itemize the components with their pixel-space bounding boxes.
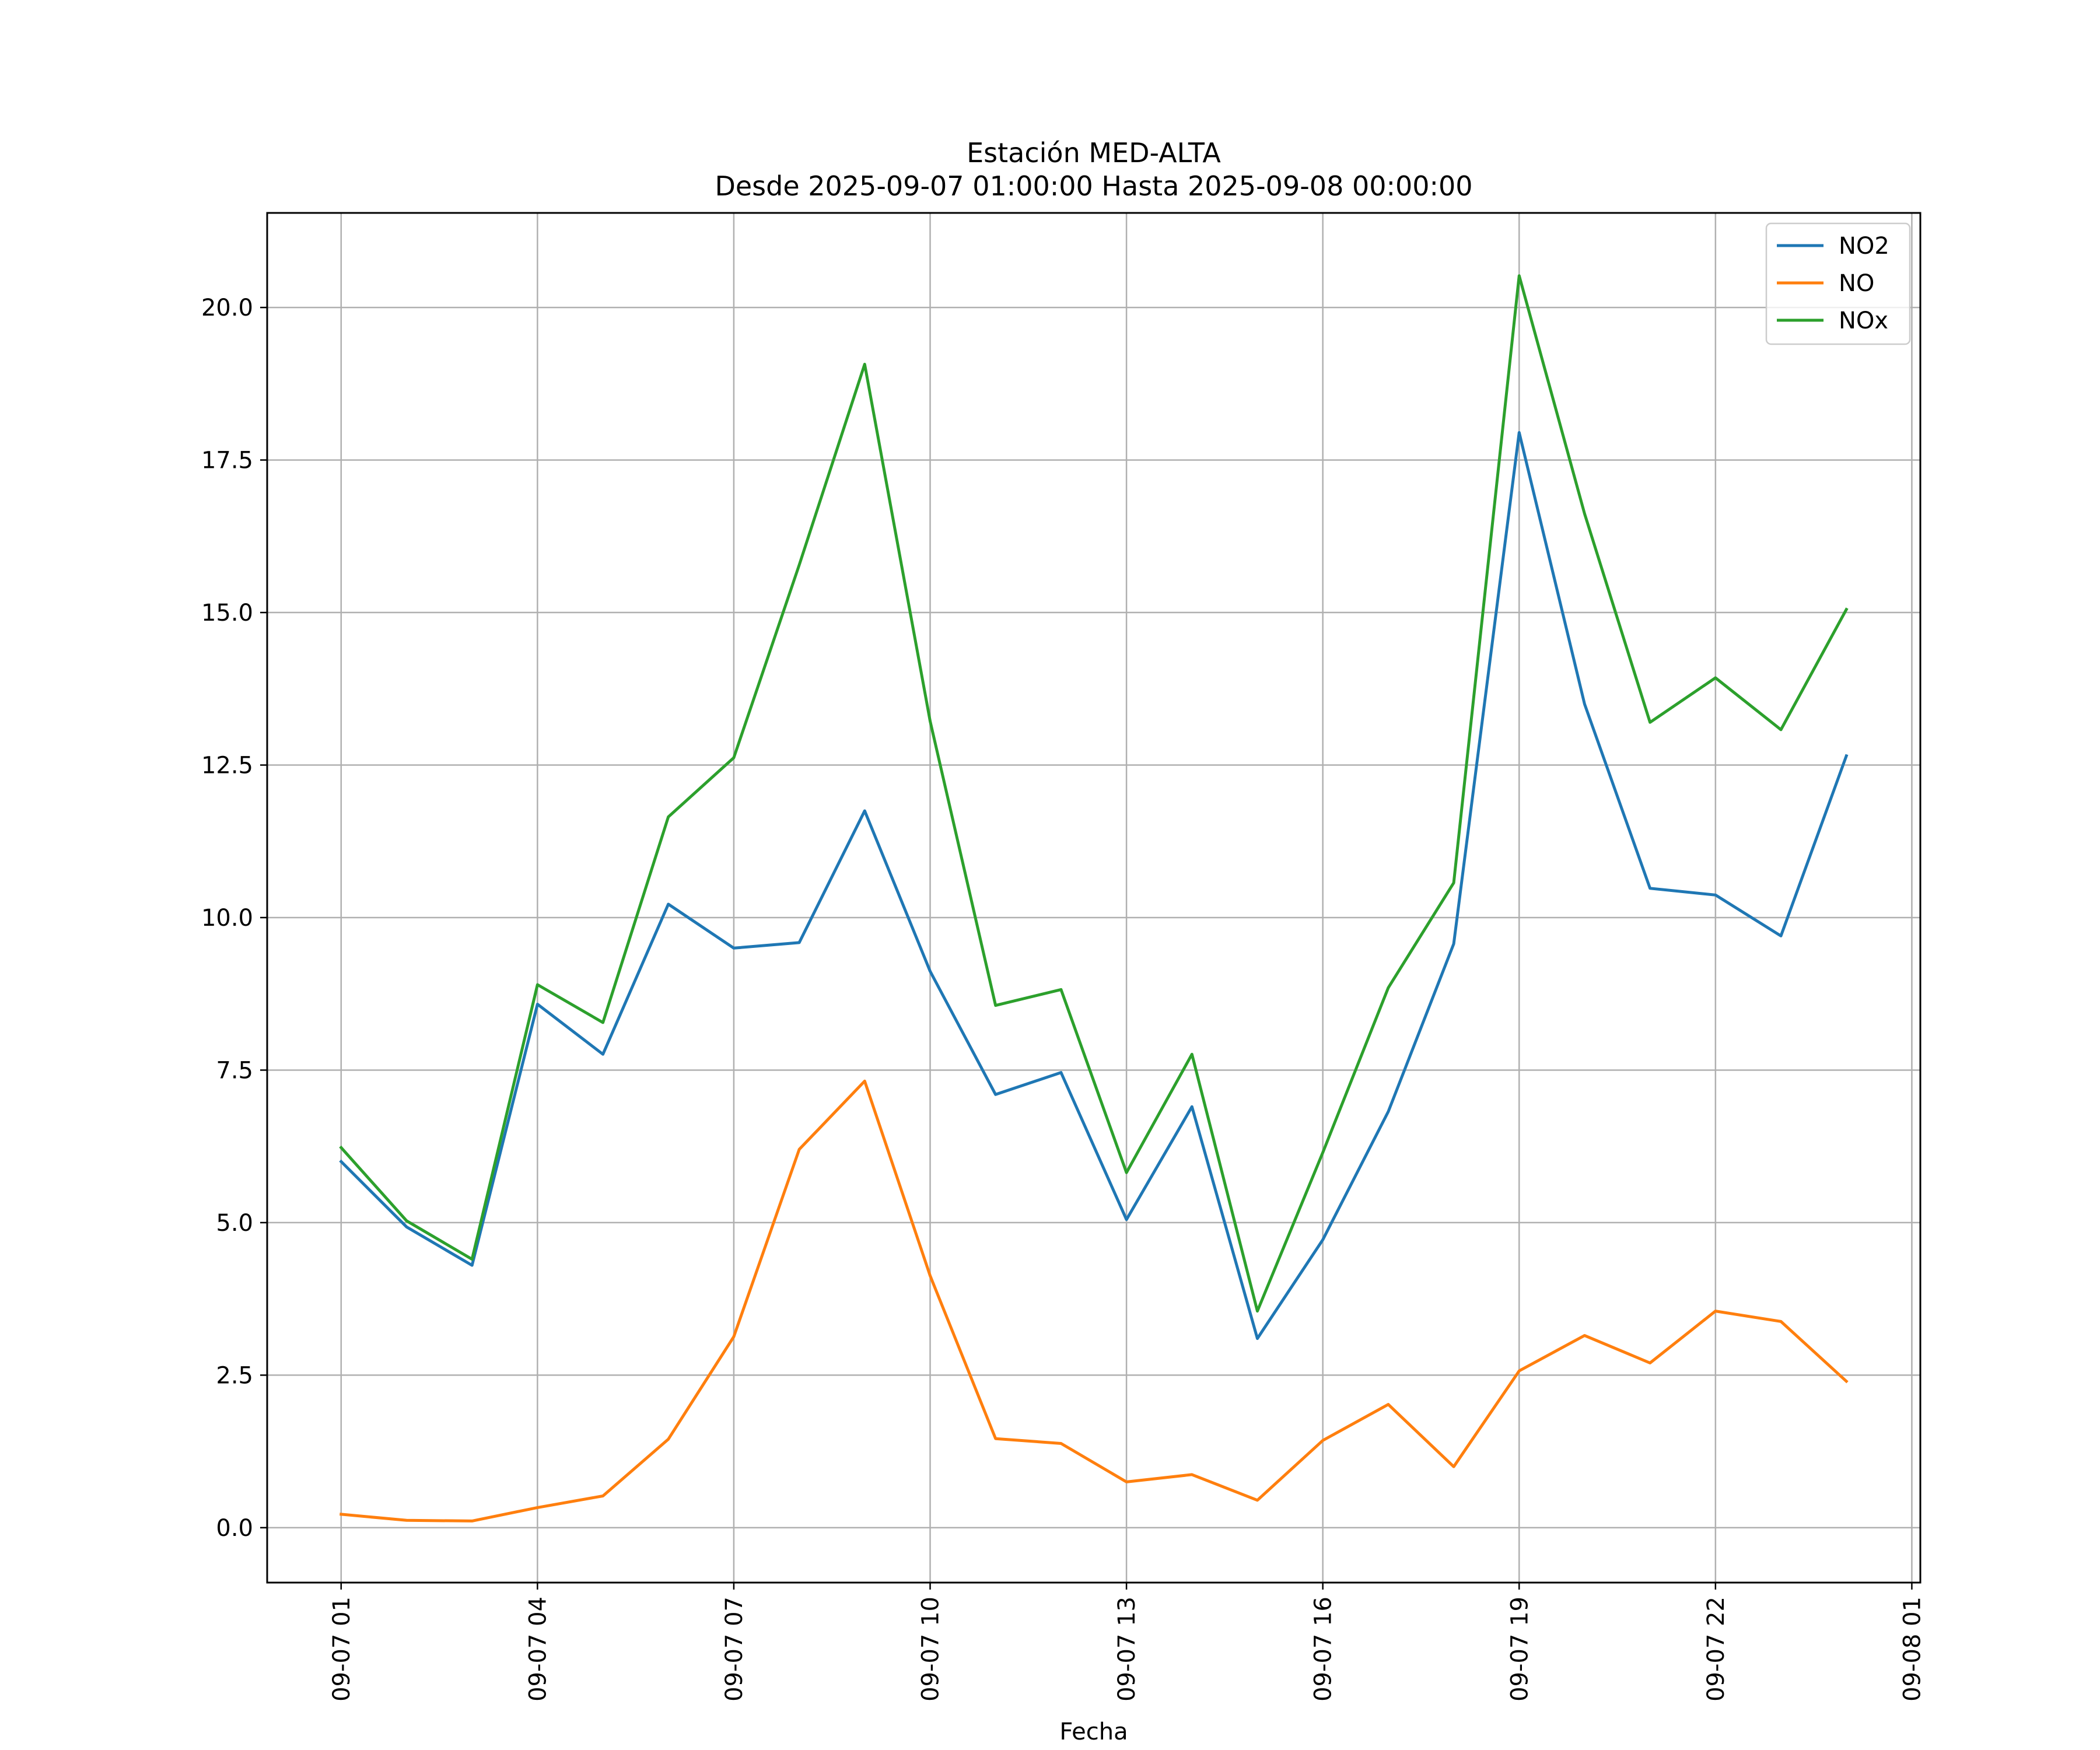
x-tick-label: 09-07 22: [1703, 1597, 1730, 1702]
legend-label-no: NO: [1839, 270, 1874, 297]
legend-label-no2: NO2: [1839, 233, 1889, 260]
y-tick-label: 17.5: [201, 447, 253, 474]
y-tick-label: 5.0: [216, 1210, 253, 1237]
x-tick-label: 09-08 01: [1899, 1597, 1926, 1702]
y-tick-label: 7.5: [216, 1057, 253, 1084]
legend: NO2 NO NOx: [1765, 222, 1911, 345]
y-tick-label: 10.0: [201, 905, 253, 932]
legend-label-nox: NOx: [1839, 307, 1888, 334]
series-line-no: [340, 1079, 1849, 1522]
y-tick-label: 12.5: [201, 752, 253, 779]
x-tick-label: 09-07 16: [1310, 1597, 1337, 1702]
x-tick-label: 09-07 10: [918, 1597, 944, 1702]
x-tick-label: 09-07 01: [328, 1597, 355, 1702]
y-tick-label: 2.5: [216, 1362, 253, 1389]
series-lines: [339, 274, 1849, 1522]
series-line-nox: [339, 274, 1849, 1313]
y-axis-ticks: 0.0 2.5 5.0 7.5 10.0 12.5 15.0 17.5 20.0: [201, 295, 267, 1542]
grid: [267, 213, 1920, 1583]
chart-title: Estación MED-ALTA: [967, 137, 1221, 169]
legend-box: [1765, 222, 1911, 345]
chart-subtitle: Desde 2025-09-07 01:00:00 Hasta 2025-09-…: [715, 170, 1472, 202]
x-axis-label: Fecha: [1059, 1718, 1128, 1745]
y-tick-label: 0.0: [216, 1515, 253, 1542]
x-tick-label: 09-07 13: [1114, 1597, 1140, 1702]
x-axis-ticks: 09-07 01 09-07 04 09-07 07 09-07 10 09-07 13…: [328, 1583, 1926, 1702]
y-tick-label: 15.0: [201, 600, 253, 626]
y-tick-label: 20.0: [201, 295, 253, 321]
x-tick-label: 09-07 07: [721, 1597, 748, 1702]
plot-frame: [266, 212, 1922, 1584]
x-tick-label: 09-07 19: [1506, 1597, 1533, 1702]
x-tick-label: 09-07 04: [524, 1597, 551, 1702]
series-line-no2: [339, 431, 1849, 1340]
